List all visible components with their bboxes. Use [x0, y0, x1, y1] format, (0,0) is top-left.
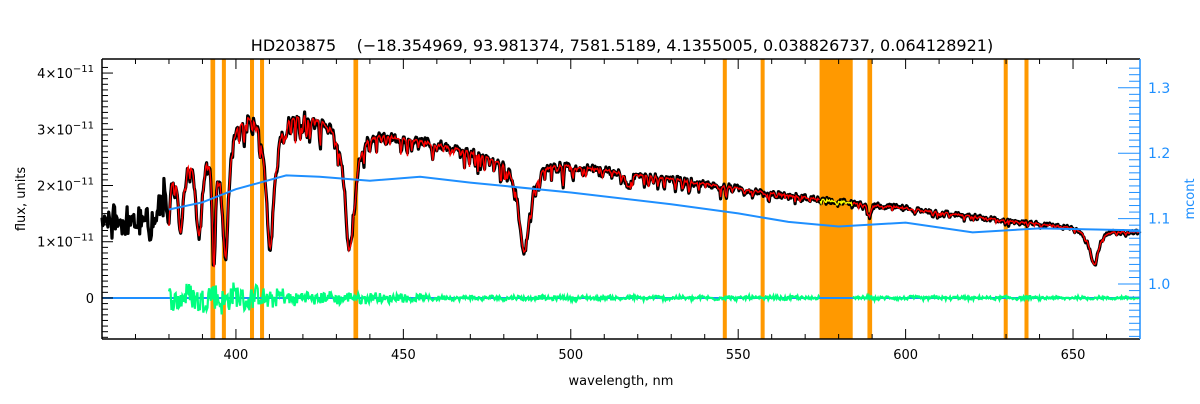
y-right-tick-label: 1.3: [1148, 81, 1170, 97]
y-tick-exponent: −11: [73, 177, 94, 188]
x-axis-label: wavelength, nm: [569, 374, 674, 389]
masked-region: [867, 59, 873, 339]
y-tick-mantissa: 4×10: [37, 67, 73, 82]
masked-regions: [210, 59, 1029, 339]
y-tick-label: 3×10−11: [37, 120, 94, 138]
y-tick-exponent: −11: [73, 233, 94, 244]
model-fit-line: [168, 115, 1141, 268]
y-tick-label: 0: [86, 292, 94, 307]
y-right-tick-label: 1.2: [1148, 146, 1170, 162]
y-tick-mantissa: 3×10: [37, 123, 73, 138]
axes: 400 450 500 550 600 65001×10−112×10−113×10−11…: [37, 58, 1170, 363]
x-tick-label: 500: [558, 348, 583, 363]
model-fit-masked-line: [819, 197, 853, 207]
masked-region: [1003, 59, 1008, 339]
masked-region: [249, 59, 255, 339]
masked-region: [760, 59, 765, 339]
y-tick-mantissa: 1×10: [37, 236, 73, 251]
y-tick-mantissa: 2×10: [37, 180, 73, 195]
chart-title: HD203875 (−18.354969, 93.981374, 7581.51…: [251, 36, 993, 55]
y-tick-label: 4×10−11: [37, 64, 94, 82]
residual-line: [167, 282, 1141, 315]
masked-region: [260, 59, 265, 339]
x-tick-label: 650: [1061, 348, 1086, 363]
mcont-line: [168, 174, 1141, 234]
y-tick-mantissa: 0: [86, 292, 94, 307]
x-tick-label: 550: [726, 348, 751, 363]
observed-flux-line: [100, 110, 1142, 267]
y-tick-exponent: −11: [73, 120, 94, 131]
y-tick-label: 1×10−11: [37, 233, 94, 251]
x-tick-label: 400: [224, 348, 249, 363]
masked-region: [221, 59, 226, 339]
x-tick-label: 450: [391, 348, 416, 363]
y-tick-label: 2×10−11: [37, 177, 94, 195]
masked-region: [722, 59, 727, 339]
masked-region: [1024, 59, 1029, 339]
y-axis-label: flux, units: [14, 167, 29, 232]
x-tick-label: 600: [893, 348, 918, 363]
y-right-tick-label: 1.0: [1148, 277, 1170, 293]
y-right-tick-label: 1.1: [1148, 212, 1170, 228]
y-tick-exponent: −11: [73, 64, 94, 75]
y-axis-right-label: mcont: [1183, 178, 1198, 219]
series-lines: [100, 110, 1142, 315]
